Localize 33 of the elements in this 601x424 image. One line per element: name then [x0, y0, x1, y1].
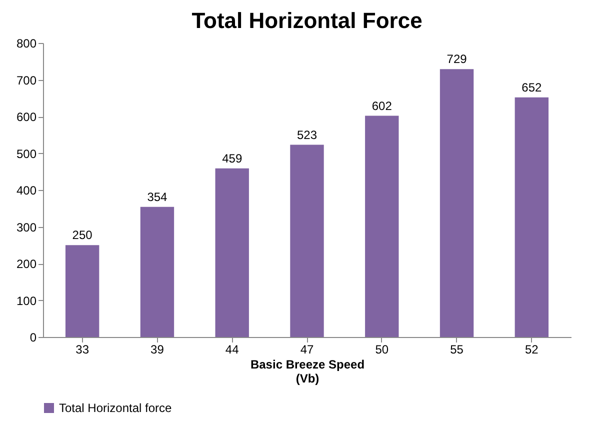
- bar: [365, 116, 399, 337]
- bar: [514, 97, 549, 337]
- bar: [290, 144, 324, 337]
- y-tick-label: 200: [16, 257, 37, 271]
- data-label: 602: [372, 98, 392, 113]
- data-label: 523: [296, 128, 318, 142]
- bar: [65, 245, 100, 337]
- data-label: 459: [222, 151, 242, 166]
- chart-title: Total Horizontal Force: [192, 8, 422, 33]
- y-tick-label: 800: [16, 36, 37, 50]
- data-label: 652: [522, 80, 542, 94]
- data-label: 729: [446, 52, 468, 66]
- y-tick-label: 400: [16, 184, 37, 198]
- data-label: 250: [72, 228, 93, 242]
- x-tick-label: 44: [225, 342, 240, 356]
- x-axis-title: Basic Breeze Speed (Vb): [250, 358, 365, 386]
- x-tick-label: 55: [450, 342, 464, 356]
- bar: [140, 206, 174, 337]
- y-tick-label: 300: [16, 220, 37, 234]
- bar: [440, 69, 474, 337]
- y-tick-label: 0: [30, 330, 37, 344]
- x-tick-label: 47: [300, 342, 314, 356]
- y-tick-label: 500: [16, 146, 37, 161]
- x-tick-label: 50: [375, 342, 389, 356]
- legend-label: Total Horizontal force: [59, 401, 172, 415]
- x-tick-label: 52: [525, 342, 539, 356]
- x-tick-label: 39: [150, 342, 164, 356]
- data-label: 354: [147, 190, 168, 204]
- x-tick-label: 33: [76, 342, 90, 356]
- y-tick-label: 700: [16, 73, 37, 88]
- y-tick-label: 600: [16, 110, 37, 124]
- bar: [215, 168, 249, 337]
- y-tick-label: 100: [16, 294, 37, 308]
